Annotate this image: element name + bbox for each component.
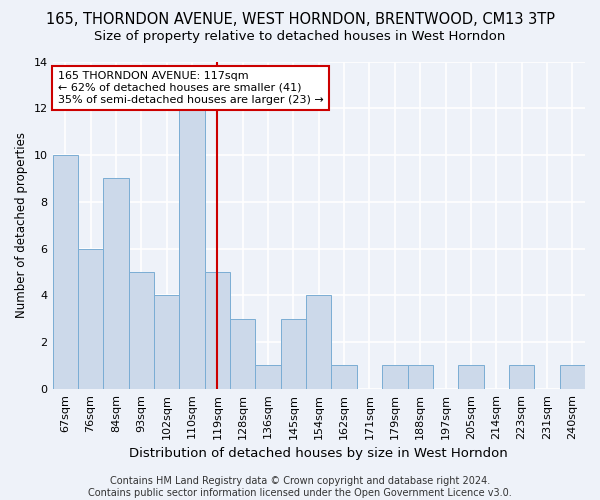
Bar: [458, 366, 484, 389]
Bar: [103, 178, 128, 389]
Bar: [407, 366, 433, 389]
Text: 165, THORNDON AVENUE, WEST HORNDON, BRENTWOOD, CM13 3TP: 165, THORNDON AVENUE, WEST HORNDON, BREN…: [46, 12, 554, 28]
Bar: [306, 296, 331, 389]
Bar: [154, 296, 179, 389]
X-axis label: Distribution of detached houses by size in West Horndon: Distribution of detached houses by size …: [130, 447, 508, 460]
Text: Contains HM Land Registry data © Crown copyright and database right 2024.
Contai: Contains HM Land Registry data © Crown c…: [88, 476, 512, 498]
Text: Size of property relative to detached houses in West Horndon: Size of property relative to detached ho…: [94, 30, 506, 43]
Bar: [281, 318, 306, 389]
Bar: [78, 248, 103, 389]
Y-axis label: Number of detached properties: Number of detached properties: [15, 132, 28, 318]
Bar: [256, 366, 281, 389]
Bar: [179, 108, 205, 389]
Bar: [53, 155, 78, 389]
Bar: [205, 272, 230, 389]
Bar: [560, 366, 585, 389]
Text: 165 THORNDON AVENUE: 117sqm
← 62% of detached houses are smaller (41)
35% of sem: 165 THORNDON AVENUE: 117sqm ← 62% of det…: [58, 72, 323, 104]
Bar: [230, 318, 256, 389]
Bar: [382, 366, 407, 389]
Bar: [128, 272, 154, 389]
Bar: [331, 366, 357, 389]
Bar: [509, 366, 534, 389]
